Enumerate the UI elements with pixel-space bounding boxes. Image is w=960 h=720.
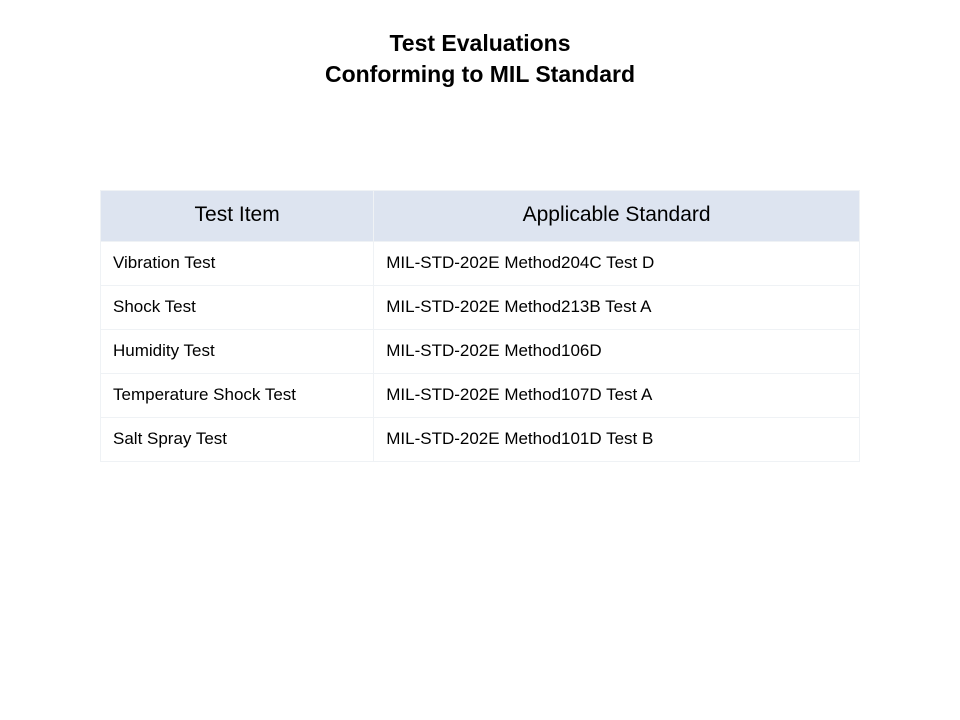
page-title-block: Test Evaluations Conforming to MIL Stand…	[0, 0, 960, 90]
table-row: Temperature Shock Test MIL-STD-202E Meth…	[101, 374, 860, 418]
cell-test-item: Humidity Test	[101, 330, 374, 374]
cell-applicable-standard: MIL-STD-202E Method204C Test D	[374, 242, 860, 286]
cell-test-item: Salt Spray Test	[101, 418, 374, 462]
page-title-line-2: Conforming to MIL Standard	[0, 59, 960, 90]
col-header-applicable-standard: Applicable Standard	[374, 191, 860, 242]
cell-applicable-standard: MIL-STD-202E Method101D Test B	[374, 418, 860, 462]
table-header-row: Test Item Applicable Standard	[101, 191, 860, 242]
cell-applicable-standard: MIL-STD-202E Method213B Test A	[374, 286, 860, 330]
table-row: Salt Spray Test MIL-STD-202E Method101D …	[101, 418, 860, 462]
cell-applicable-standard: MIL-STD-202E Method107D Test A	[374, 374, 860, 418]
table-row: Shock Test MIL-STD-202E Method213B Test …	[101, 286, 860, 330]
cell-applicable-standard: MIL-STD-202E Method106D	[374, 330, 860, 374]
table-row: Vibration Test MIL-STD-202E Method204C T…	[101, 242, 860, 286]
table-row: Humidity Test MIL-STD-202E Method106D	[101, 330, 860, 374]
page-title-line-1: Test Evaluations	[0, 28, 960, 59]
cell-test-item: Vibration Test	[101, 242, 374, 286]
cell-test-item: Temperature Shock Test	[101, 374, 374, 418]
table-container: Test Item Applicable Standard Vibration …	[100, 190, 860, 462]
page: Test Evaluations Conforming to MIL Stand…	[0, 0, 960, 720]
tests-table: Test Item Applicable Standard Vibration …	[100, 190, 860, 462]
cell-test-item: Shock Test	[101, 286, 374, 330]
col-header-test-item: Test Item	[101, 191, 374, 242]
